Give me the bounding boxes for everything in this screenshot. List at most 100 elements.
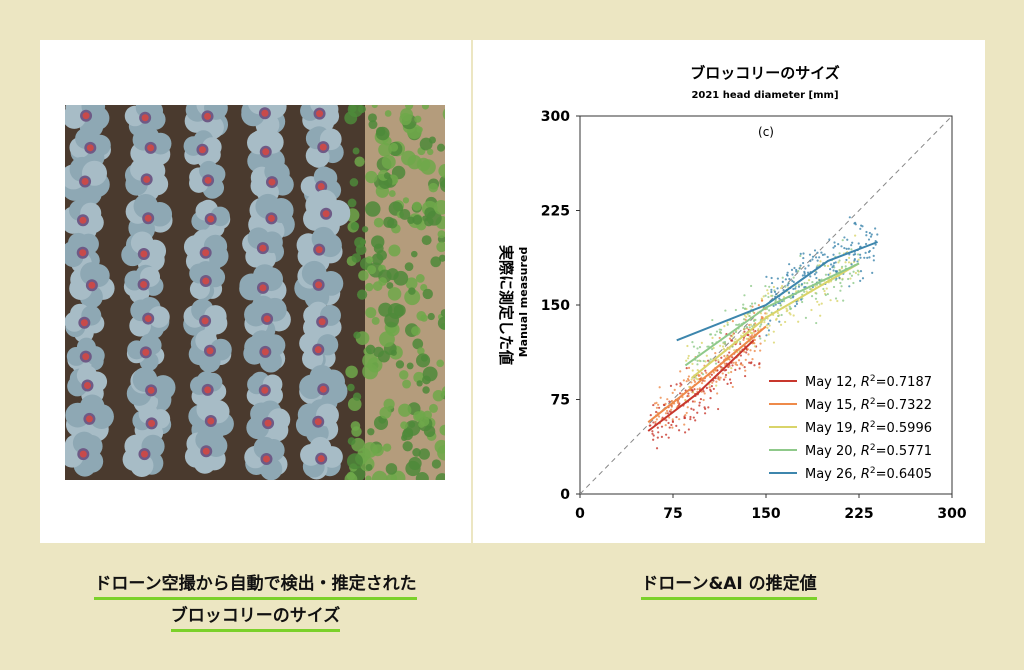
broccoli-field-aerial-photo-icon [65,105,445,480]
scatter-point [800,283,804,286]
scatter-point [816,251,819,254]
scatter-point [742,303,745,306]
scatter-point [689,418,692,421]
scatter-point [655,406,659,409]
scatter-point [854,234,857,237]
scatter-point [818,256,821,259]
scatter-point [678,418,681,421]
scatter-point [719,331,723,335]
scatter-point [805,290,808,293]
scatter-point [872,246,875,250]
scatter-point [757,328,760,331]
scatter-point [711,381,714,384]
scatter-point [732,333,735,336]
scatter-point [694,419,697,422]
scatter-point [765,334,768,337]
scatter-point [850,244,853,247]
scatter-point [670,405,673,408]
scatter-point [844,261,847,264]
chart-panel: ブロッコリーのサイズ 2021 head diameter [mm] 実際に測定… [473,40,985,543]
scatter-point [718,336,721,340]
scatter-point [766,289,769,292]
scatter-point [859,227,862,230]
scatter-point [660,425,664,428]
scatter-point [748,361,751,364]
scatter-point [703,379,706,382]
scatter-point [692,391,695,394]
scatter-point [834,297,838,300]
scatter-point [696,347,699,350]
scatter-point [753,311,756,315]
scatter-point [864,251,867,254]
scatter-point [800,298,803,301]
scatter-point [825,287,828,290]
series-trend-line [684,262,860,367]
scatter-point [690,389,694,392]
scatter-point [687,375,690,378]
scatter-point [766,326,769,329]
scatter-point [803,272,806,275]
scatter-point [816,300,819,303]
scatter-point [654,420,657,424]
scatter-point [709,397,712,400]
scatter-point [712,371,715,374]
scatter-point [813,273,817,276]
scatter-point [785,310,788,313]
scatter-point [773,290,777,293]
scatter-point [748,326,751,329]
scatter-point [691,400,695,403]
scatter-point [660,435,663,438]
scatter-point [790,268,794,271]
scatter-point [811,255,815,258]
scatter-point [664,433,668,436]
scatter-point [741,364,744,367]
scatter-point [700,341,703,344]
scatter-point [696,411,699,414]
scatter-point [711,341,714,345]
scatter-point [833,266,836,269]
scatter-point [848,256,851,259]
scatter-point [721,372,724,375]
scatter-point [745,351,748,354]
scatter-point [853,222,856,225]
scatter-point [816,264,819,267]
scatter-point [836,270,839,273]
scatter-point [850,248,853,251]
scatter-point [837,243,840,246]
scatter-point [809,259,812,263]
scatter-point [785,307,788,310]
scatter-point [655,418,658,421]
scatter-point [746,348,749,351]
scatter-point [767,322,770,325]
scatter-point [865,230,868,234]
scatter-point [797,283,801,286]
scatter-point [712,346,715,350]
scatter-point [723,325,726,328]
scatter-point [720,356,723,359]
scatter-point [670,423,673,427]
scatter-point [851,241,854,244]
scatter-point [784,285,787,288]
scatter-point [664,424,667,427]
scatter-point [752,323,756,326]
scatter-point [734,308,737,312]
scatter-point [750,361,753,364]
scatter-point [726,323,729,326]
scatter-point [687,394,690,398]
scatter-point [819,314,822,317]
scatter-point [814,285,817,288]
scatter-point [834,261,837,264]
scatter-point [731,364,734,367]
scatter-point [679,382,682,385]
series-trend-line [647,325,767,423]
scatter-point [870,233,873,236]
y-tick-label: 0 [560,487,570,503]
scatter-point [702,359,705,363]
scatter-point [703,412,707,415]
scatter-point [687,428,690,431]
scatter-point [685,367,688,370]
scatter-point [687,357,690,360]
scatter-point [671,426,674,429]
scatter-point [708,386,711,389]
scatter-point [792,287,795,291]
